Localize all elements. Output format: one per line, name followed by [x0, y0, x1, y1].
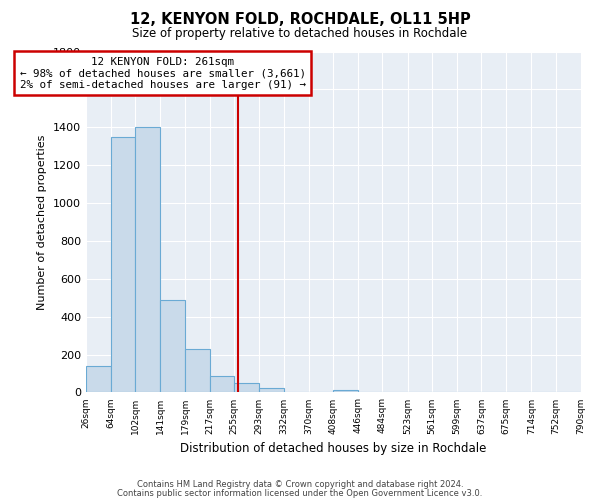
Bar [333, 390, 358, 392]
Text: 12, KENYON FOLD, ROCHDALE, OL11 5HP: 12, KENYON FOLD, ROCHDALE, OL11 5HP [130, 12, 470, 28]
Bar [209, 376, 234, 392]
Text: Contains HM Land Registry data © Crown copyright and database right 2024.: Contains HM Land Registry data © Crown c… [137, 480, 463, 489]
Bar [259, 388, 284, 392]
Bar [160, 300, 185, 392]
X-axis label: Distribution of detached houses by size in Rochdale: Distribution of detached houses by size … [180, 442, 487, 455]
Bar [135, 128, 160, 392]
Y-axis label: Number of detached properties: Number of detached properties [37, 134, 47, 310]
Text: Size of property relative to detached houses in Rochdale: Size of property relative to detached ho… [133, 28, 467, 40]
Bar [110, 136, 135, 392]
Text: Contains public sector information licensed under the Open Government Licence v3: Contains public sector information licen… [118, 488, 482, 498]
Bar [185, 349, 209, 393]
Text: 12 KENYON FOLD: 261sqm
← 98% of detached houses are smaller (3,661)
2% of semi-d: 12 KENYON FOLD: 261sqm ← 98% of detached… [20, 56, 305, 90]
Bar [86, 366, 110, 392]
Bar [234, 383, 259, 392]
